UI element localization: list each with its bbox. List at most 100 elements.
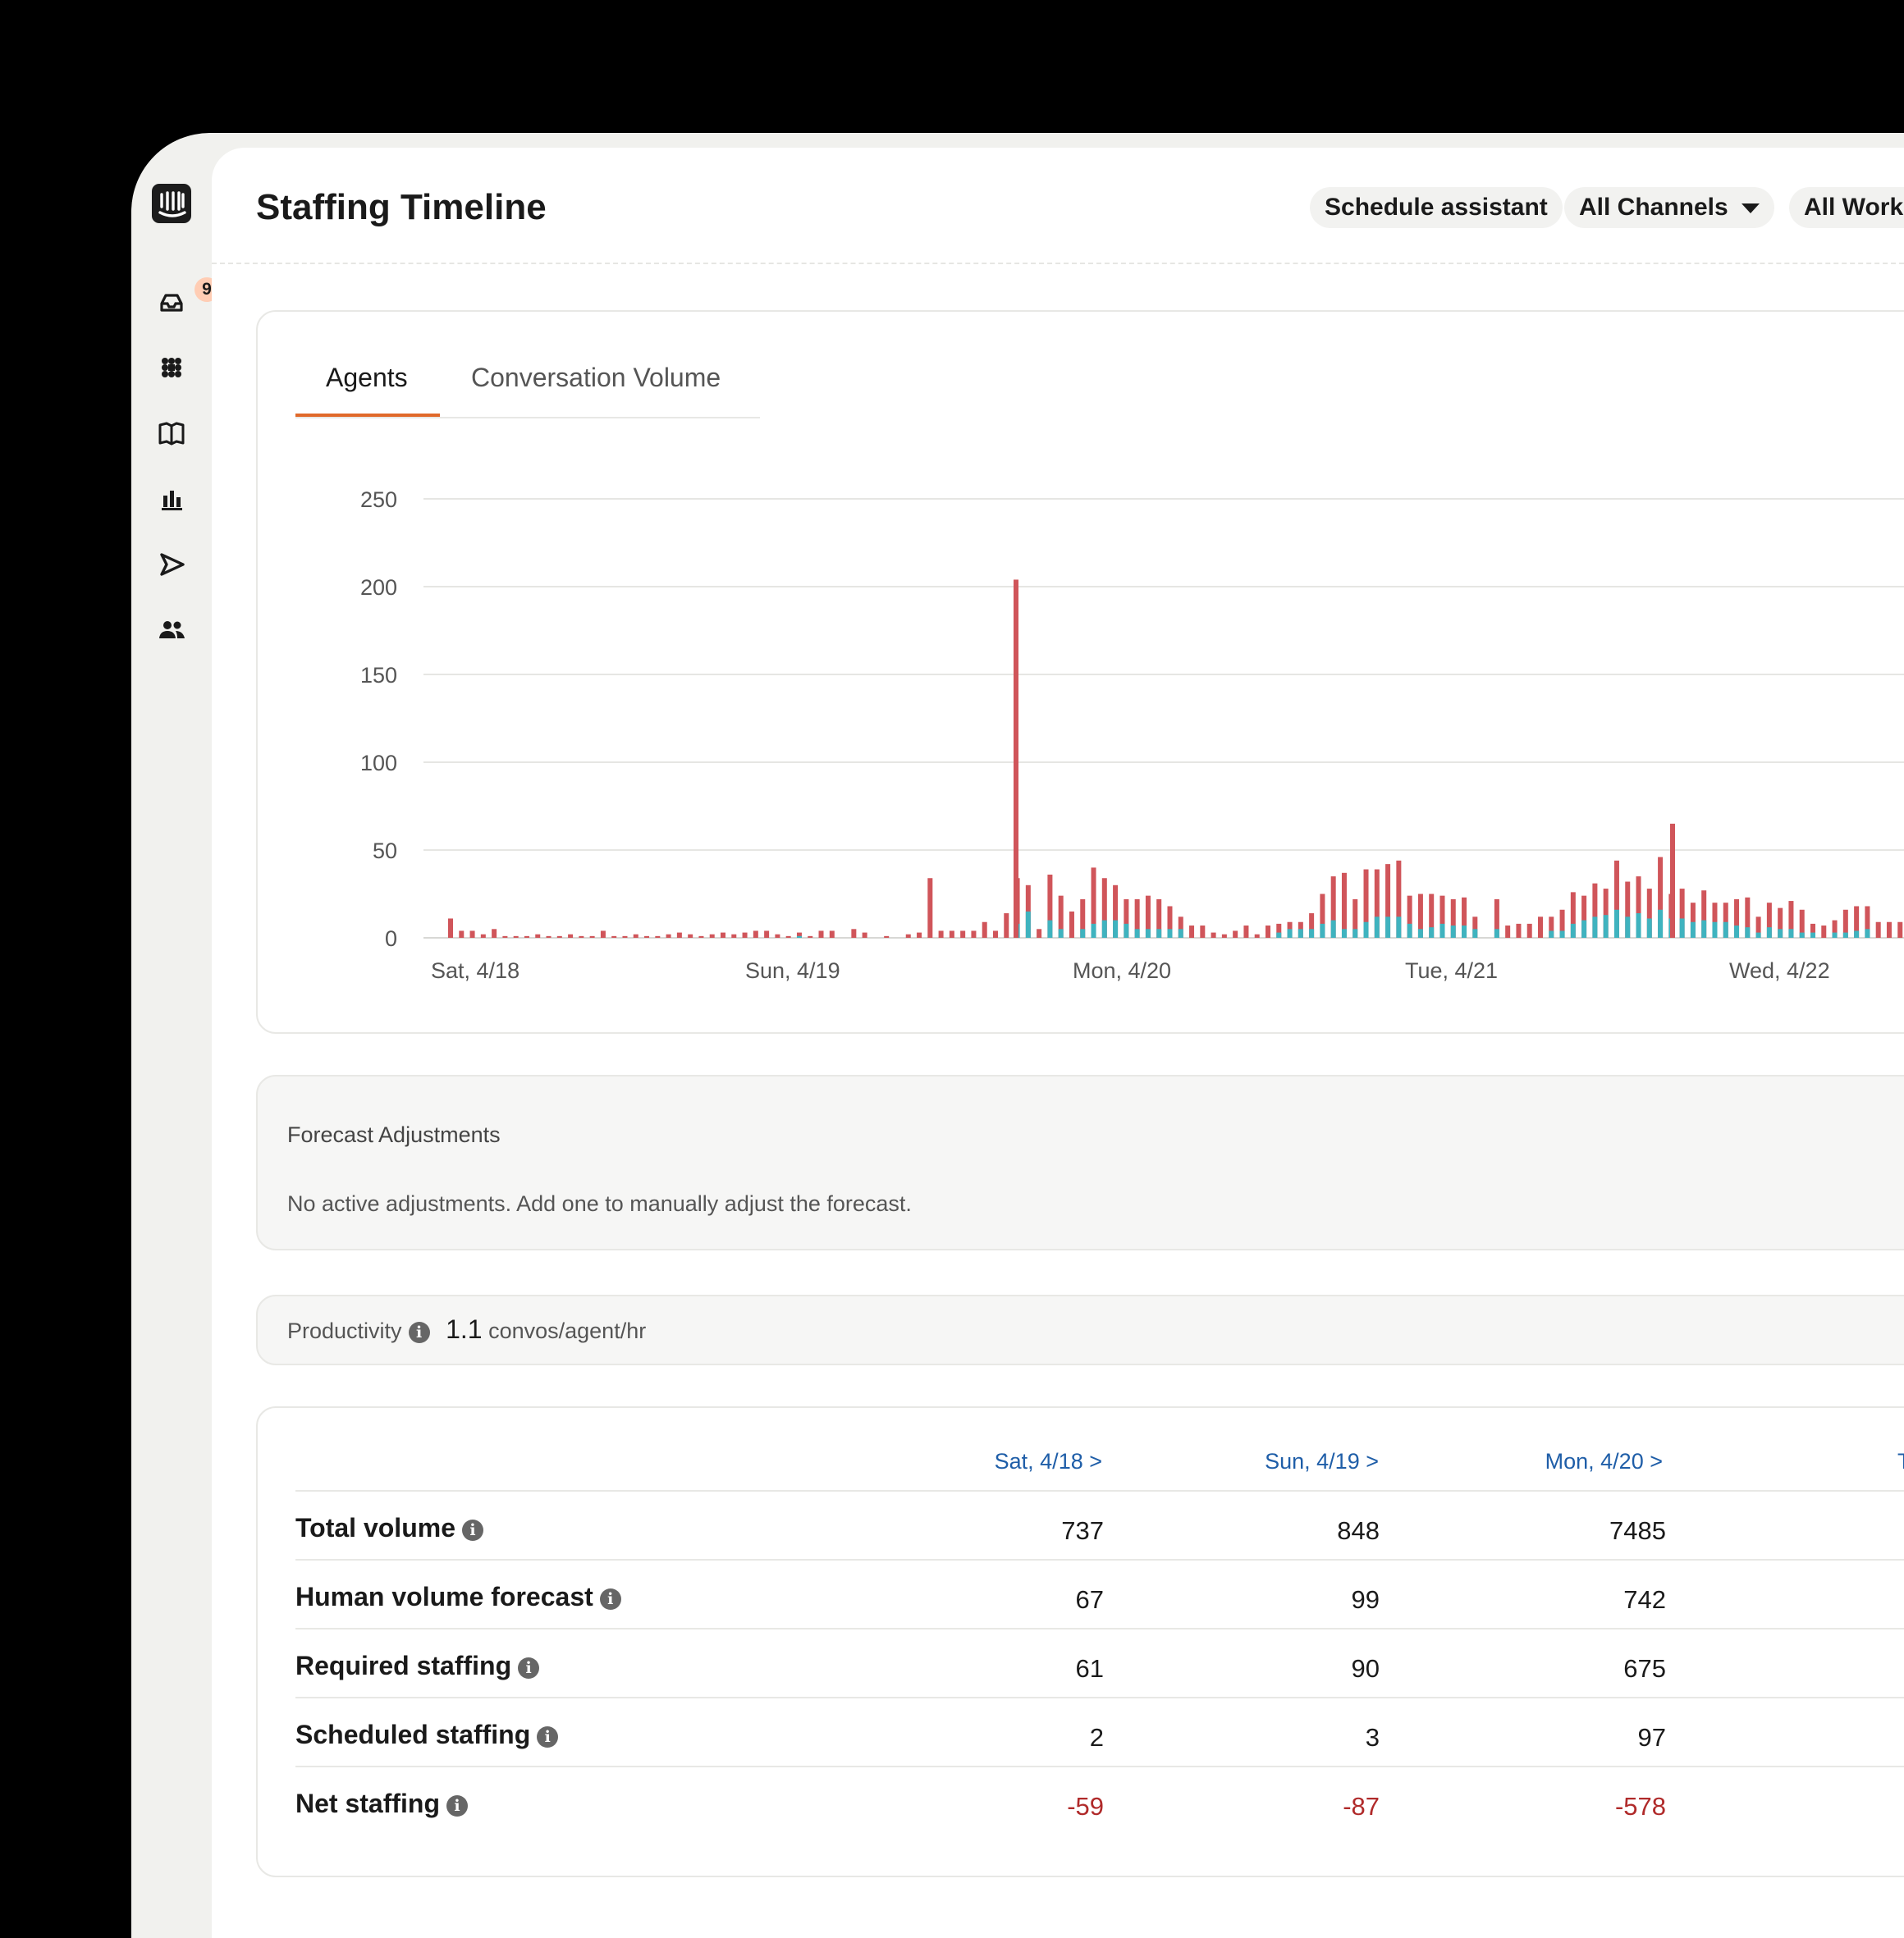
bar-required[interactable] [1385,864,1391,938]
bar-required[interactable] [1646,889,1652,938]
bar-required[interactable] [1429,894,1435,939]
bar-required[interactable] [764,930,770,938]
bar-required[interactable] [1014,579,1018,938]
bar-required[interactable] [785,935,791,938]
bar-required[interactable] [709,934,715,938]
bar-required[interactable] [1221,934,1227,938]
bar-required[interactable] [982,921,987,938]
channels-dropdown[interactable]: All Channels [1564,187,1774,228]
bar-scheduled[interactable] [1113,920,1119,938]
bar-scheduled[interactable] [1799,932,1805,938]
bar-scheduled[interactable] [1625,916,1631,938]
bar-scheduled[interactable] [1658,909,1664,938]
bar-required[interactable] [1516,923,1522,938]
bar-required[interactable] [1330,876,1336,938]
bar-required[interactable] [502,935,508,938]
bar-required[interactable] [1549,916,1554,938]
outbound-send-icon[interactable] [155,548,188,581]
bar-required[interactable] [546,935,552,938]
bar-scheduled[interactable] [1559,930,1565,938]
bar-scheduled[interactable] [1287,929,1293,938]
bar-required[interactable] [1233,930,1238,938]
bar-scheduled[interactable] [1842,932,1848,938]
bar-required[interactable] [1755,916,1761,938]
bar-required[interactable] [993,930,998,938]
bar-required[interactable] [1320,894,1325,939]
bar-scheduled[interactable] [1101,920,1107,938]
bar-scheduled[interactable] [1788,929,1794,938]
bar-required[interactable] [1276,923,1282,938]
bar-scheduled[interactable] [1025,911,1031,938]
bar-required[interactable] [1734,898,1740,938]
bar-required[interactable] [949,930,954,938]
bar-scheduled[interactable] [1167,929,1173,938]
bar-required[interactable] [742,932,748,938]
bar-required[interactable] [1679,889,1685,938]
bar-required[interactable] [1243,926,1249,938]
bar-required[interactable] [1788,901,1794,938]
bar-scheduled[interactable] [1450,926,1456,938]
bar-scheduled[interactable] [1330,920,1336,938]
bar-required[interactable] [721,932,725,938]
bar-required[interactable] [644,935,650,938]
bar-required[interactable] [535,934,541,938]
bar-required[interactable] [1091,867,1096,938]
bar-required[interactable] [1799,909,1805,938]
bar-required[interactable] [775,934,780,938]
bar-required[interactable] [1526,923,1532,938]
bar-required[interactable] [1670,823,1675,938]
bar-required[interactable] [1101,878,1107,938]
bar-scheduled[interactable] [1865,929,1870,938]
bar-scheduled[interactable] [1494,929,1499,938]
info-icon[interactable]: i [408,1321,430,1343]
bar-required[interactable] [1636,876,1641,938]
bar-required[interactable] [1472,916,1478,938]
bar-scheduled[interactable] [1352,929,1358,938]
bar-required[interactable] [698,935,704,938]
bar-scheduled[interactable] [1472,929,1478,938]
bar-required[interactable] [611,935,617,938]
bar-required[interactable] [1341,872,1347,938]
bar-scheduled[interactable] [1778,929,1783,938]
bar-scheduled[interactable] [796,935,802,938]
knowledge-book-icon[interactable] [155,417,188,450]
bar-scheduled[interactable] [1396,916,1402,938]
info-icon[interactable]: i [446,1794,468,1817]
bar-scheduled[interactable] [1745,927,1751,938]
bar-scheduled[interactable] [1385,916,1391,938]
bar-required[interactable] [622,935,628,938]
bar-required[interactable] [1603,889,1609,938]
bar-required[interactable] [469,930,475,938]
bar-scheduled[interactable] [1636,913,1641,938]
tab-conversation-volume[interactable]: Conversation Volume [471,363,721,392]
bar-scheduled[interactable] [1178,929,1183,938]
bar-required[interactable] [666,934,671,938]
bar-scheduled[interactable] [1679,918,1685,938]
bar-required[interactable] [1778,907,1783,938]
info-icon[interactable]: i [599,1588,621,1610]
info-icon[interactable]: i [537,1725,559,1748]
bar-scheduled[interactable] [1341,929,1347,938]
bar-required[interactable] [579,935,584,938]
bar-required[interactable] [1712,903,1718,938]
contacts-people-icon[interactable] [155,614,188,647]
bar-scheduled[interactable] [1309,929,1315,938]
bar-required[interactable] [1134,898,1140,938]
bar-scheduled[interactable] [1407,923,1412,938]
bar-required[interactable] [1690,903,1696,938]
info-icon[interactable]: i [461,1519,483,1541]
bar-required[interactable] [1037,929,1042,938]
bar-required[interactable] [1363,869,1369,938]
bar-required[interactable] [448,918,453,938]
bar-required[interactable] [1559,909,1565,938]
bar-required[interactable] [459,930,465,938]
bar-scheduled[interactable] [1320,923,1325,938]
bar-required[interactable] [1505,926,1511,938]
bar-required[interactable] [1004,913,1009,938]
bar-required[interactable] [1832,920,1838,938]
bar-scheduled[interactable] [1047,920,1053,938]
bar-required[interactable] [960,930,966,938]
bar-required[interactable] [513,935,519,938]
bar-required[interactable] [556,935,562,938]
bar-required[interactable] [796,932,802,938]
